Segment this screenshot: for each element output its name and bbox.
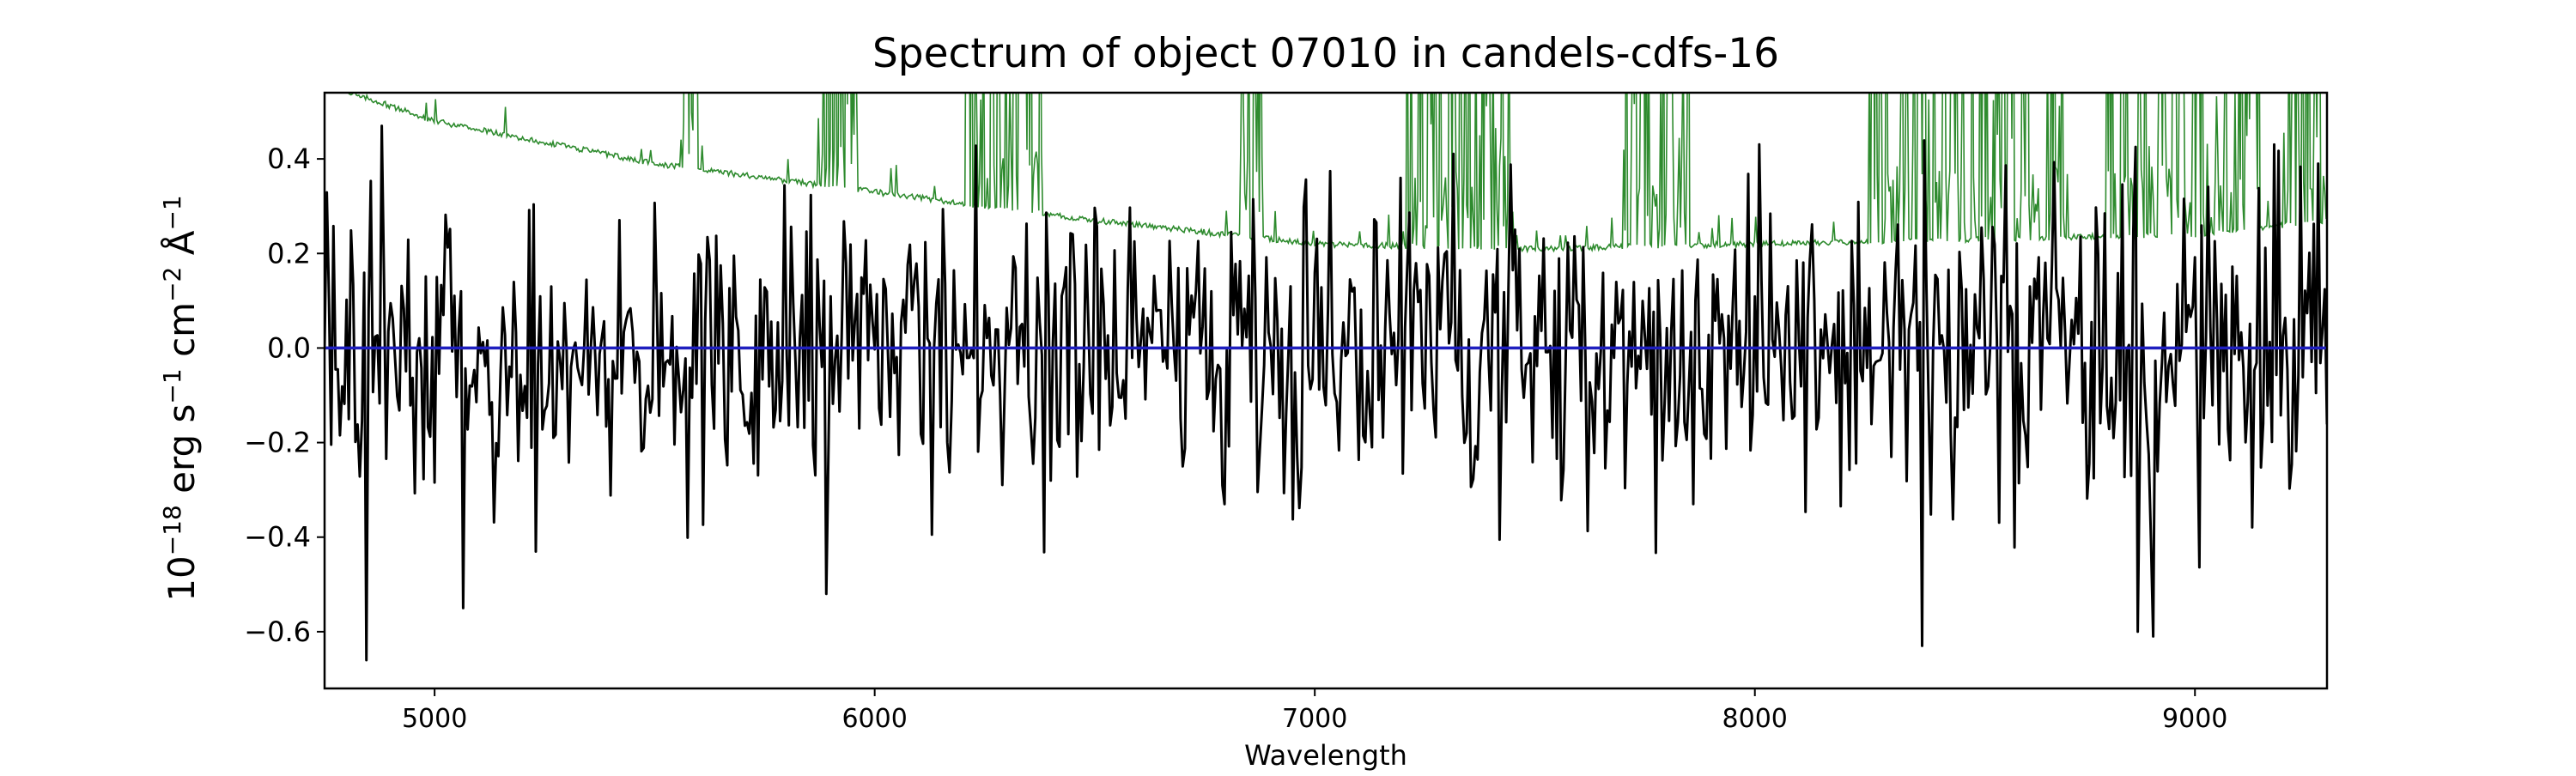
- y-tick-label: −0.6: [244, 615, 311, 648]
- plot-area: [325, 93, 2327, 662]
- x-tick-label: 6000: [841, 704, 907, 734]
- x-tick-label: 8000: [1722, 704, 1788, 734]
- y-tick-label: −0.4: [244, 521, 311, 554]
- y-axis: −0.6 −0.4 −0.2 0.0 0.2 0.4: [244, 142, 325, 648]
- y-tick-label: 0.0: [267, 331, 311, 364]
- y-tick-label: −0.2: [244, 427, 311, 459]
- x-tick-label: 7000: [1282, 704, 1347, 734]
- x-tick-label: 9000: [2162, 704, 2227, 734]
- x-axis-label: Wavelength: [1244, 739, 1407, 772]
- plot-frame: [323, 91, 2329, 690]
- chart-title: Spectrum of object 07010 in candels-cdfs…: [872, 30, 1779, 77]
- y-tick-label: 0.2: [267, 237, 311, 270]
- y-tick-label: 0.4: [267, 142, 311, 175]
- flux-spectrum-line: [325, 124, 2327, 662]
- y-axis-label: 10−18 erg s−1 cm−2 Å−1: [158, 195, 203, 601]
- x-tick-label: 5000: [402, 704, 467, 734]
- x-axis: 5000 6000 7000 8000 9000: [402, 688, 2227, 734]
- error-spectrum-line: [344, 93, 2327, 254]
